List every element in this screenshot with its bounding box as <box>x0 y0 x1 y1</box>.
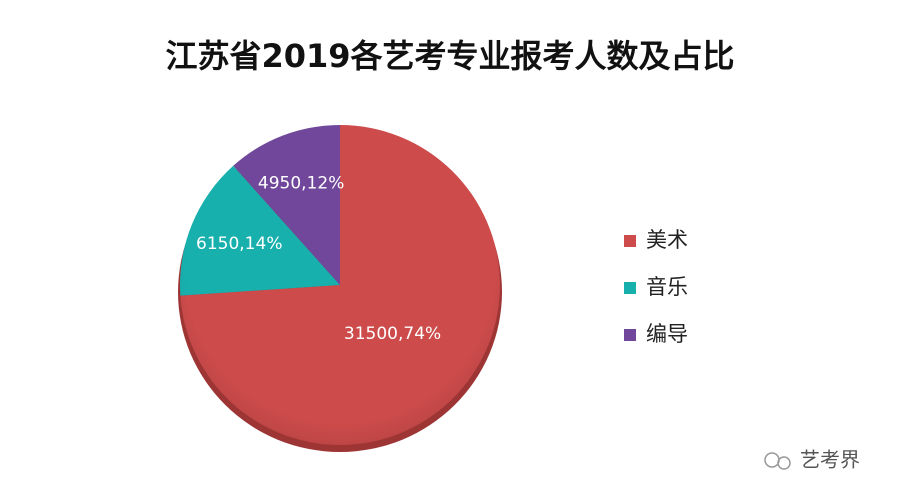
chart-title: 江苏省2019各艺考专业报考人数及占比 <box>165 37 734 75</box>
legend-swatch <box>624 282 636 294</box>
watermark: 艺考界 <box>764 448 860 472</box>
watermark-text: 艺考界 <box>800 448 860 472</box>
legend-swatch <box>624 235 636 247</box>
legend-label: 编导 <box>646 322 688 346</box>
pie: 31500,74%6150,14%4950,12% <box>179 125 500 446</box>
pie-shading <box>180 125 500 445</box>
legend-label: 美术 <box>646 228 688 252</box>
watermark-icon <box>764 452 780 468</box>
watermark-icon <box>777 456 791 470</box>
legend-swatch <box>624 329 636 341</box>
legend-label: 音乐 <box>646 275 688 299</box>
